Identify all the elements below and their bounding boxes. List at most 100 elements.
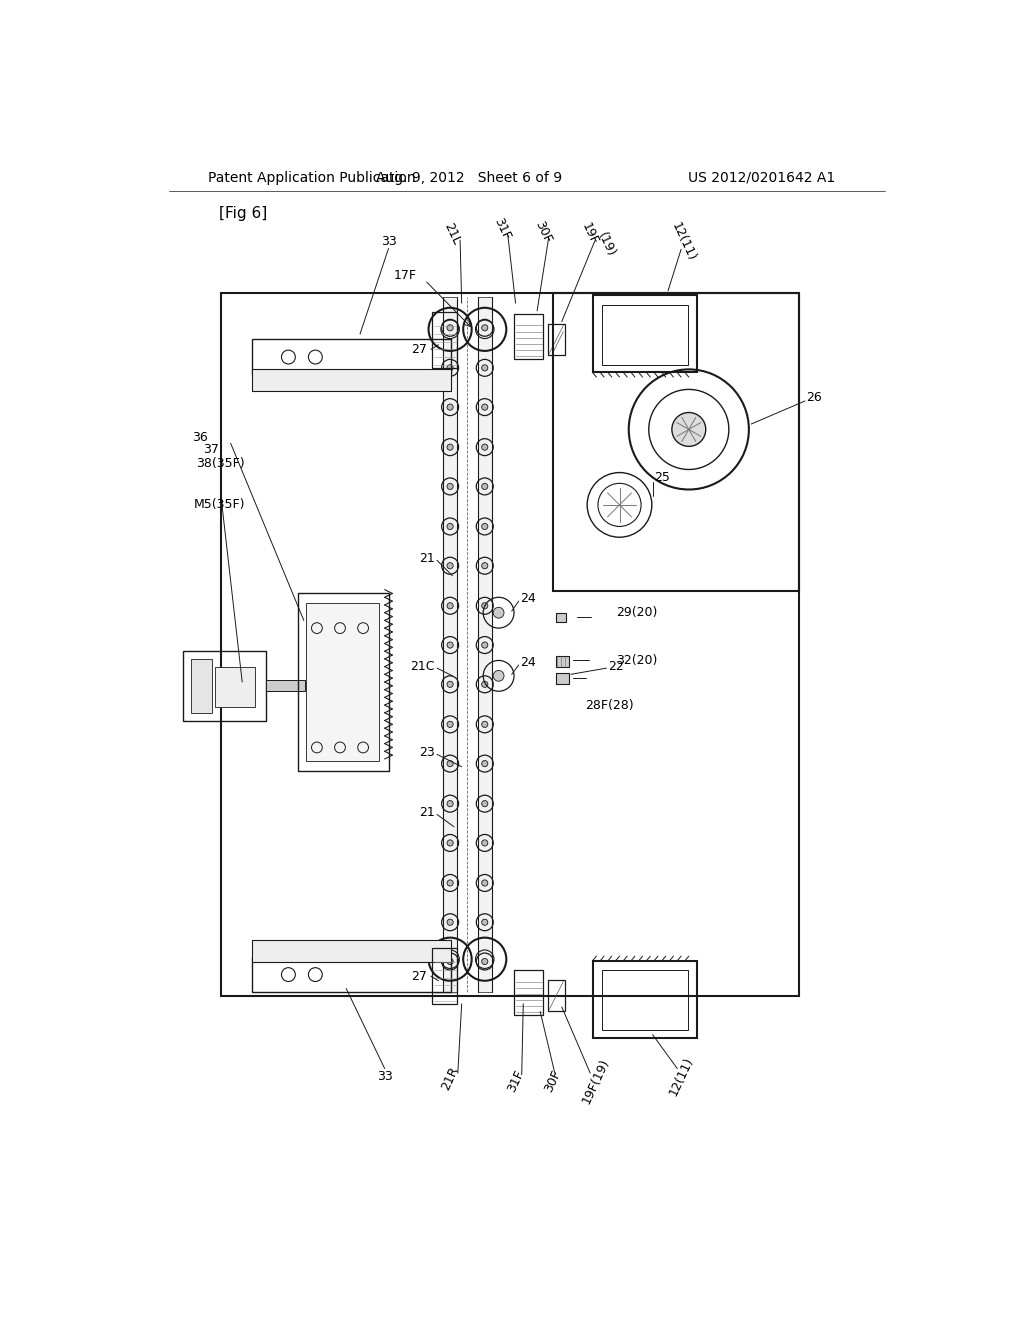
- Circle shape: [447, 958, 454, 965]
- Bar: [432, 948, 457, 1003]
- Bar: [252, 940, 451, 961]
- Bar: [221, 293, 799, 997]
- Text: 21C: 21C: [411, 660, 435, 673]
- Bar: [443, 297, 457, 993]
- Circle shape: [672, 412, 706, 446]
- Circle shape: [494, 607, 504, 618]
- Text: 25: 25: [654, 471, 670, 484]
- Text: 23: 23: [419, 746, 435, 759]
- Circle shape: [481, 404, 487, 411]
- Circle shape: [447, 840, 454, 846]
- Circle shape: [481, 523, 487, 529]
- Text: [Fig 6]: [Fig 6]: [219, 206, 267, 222]
- Circle shape: [481, 760, 487, 767]
- Bar: [432, 313, 457, 368]
- Circle shape: [481, 444, 487, 450]
- Text: 21: 21: [419, 807, 435, 820]
- Bar: [556, 656, 569, 667]
- Text: 21R: 21R: [439, 1065, 461, 1093]
- Text: 31F: 31F: [490, 216, 512, 243]
- Circle shape: [481, 721, 487, 727]
- Bar: [183, 651, 266, 721]
- Bar: [252, 957, 451, 991]
- Text: 19F(19): 19F(19): [580, 1056, 611, 1106]
- Circle shape: [447, 880, 454, 886]
- Text: 32(20): 32(20): [615, 653, 657, 667]
- Bar: [478, 297, 492, 993]
- Bar: [266, 680, 304, 692]
- Bar: [190, 659, 212, 713]
- Circle shape: [447, 681, 454, 688]
- Text: 33: 33: [377, 1069, 392, 1082]
- Bar: [548, 979, 565, 1011]
- Text: 24: 24: [520, 593, 536, 606]
- Bar: [602, 970, 688, 1030]
- Circle shape: [481, 364, 487, 371]
- Circle shape: [447, 444, 454, 450]
- Bar: [593, 296, 696, 372]
- Circle shape: [447, 523, 454, 529]
- Circle shape: [481, 681, 487, 688]
- Circle shape: [481, 325, 487, 331]
- Text: 30F: 30F: [532, 218, 554, 244]
- Bar: [252, 339, 451, 374]
- Text: 21L: 21L: [441, 220, 463, 247]
- Bar: [514, 970, 544, 1015]
- Circle shape: [481, 562, 487, 569]
- Text: Aug. 9, 2012   Sheet 6 of 9: Aug. 9, 2012 Sheet 6 of 9: [376, 170, 562, 185]
- Bar: [556, 614, 566, 622]
- Bar: [298, 594, 389, 771]
- Text: 33: 33: [381, 235, 396, 248]
- Text: 21: 21: [419, 552, 435, 565]
- Text: 38(35F): 38(35F): [196, 457, 245, 470]
- Circle shape: [481, 840, 487, 846]
- Circle shape: [481, 483, 487, 490]
- Text: 12(11): 12(11): [669, 220, 698, 263]
- Text: US 2012/0201642 A1: US 2012/0201642 A1: [688, 170, 836, 185]
- Circle shape: [447, 483, 454, 490]
- Circle shape: [447, 603, 454, 609]
- Text: Patent Application Publication: Patent Application Publication: [208, 170, 415, 185]
- Bar: [548, 323, 565, 355]
- Circle shape: [447, 642, 454, 648]
- Text: 19F: 19F: [579, 220, 600, 247]
- Circle shape: [447, 325, 454, 331]
- Bar: [602, 305, 688, 364]
- Text: 22: 22: [608, 660, 624, 673]
- Bar: [553, 293, 799, 591]
- Text: 17F: 17F: [394, 269, 417, 282]
- Circle shape: [447, 364, 454, 371]
- Text: 27: 27: [411, 970, 427, 982]
- Bar: [252, 370, 451, 391]
- Circle shape: [447, 562, 454, 569]
- Text: 28F(28): 28F(28): [585, 698, 634, 711]
- Text: 27: 27: [411, 343, 427, 356]
- Text: 29(20): 29(20): [615, 606, 657, 619]
- Circle shape: [447, 800, 454, 807]
- Circle shape: [481, 880, 487, 886]
- Bar: [306, 603, 379, 760]
- Circle shape: [481, 919, 487, 925]
- Text: 30F: 30F: [542, 1068, 563, 1094]
- Circle shape: [447, 760, 454, 767]
- Text: 24: 24: [520, 656, 536, 669]
- Text: 26: 26: [807, 391, 822, 404]
- Circle shape: [447, 721, 454, 727]
- Text: M5(35F): M5(35F): [194, 499, 245, 511]
- Circle shape: [447, 404, 454, 411]
- Bar: [556, 673, 569, 684]
- Circle shape: [481, 800, 487, 807]
- Circle shape: [481, 642, 487, 648]
- Text: 36: 36: [191, 430, 208, 444]
- Text: (19): (19): [595, 230, 617, 259]
- Text: 31F: 31F: [505, 1068, 526, 1094]
- Circle shape: [481, 603, 487, 609]
- Bar: [215, 667, 255, 706]
- Circle shape: [447, 919, 454, 925]
- Circle shape: [494, 671, 504, 681]
- Bar: [593, 961, 696, 1038]
- Text: 37: 37: [203, 444, 219, 455]
- Bar: [514, 314, 544, 359]
- Circle shape: [481, 958, 487, 965]
- Text: 12(11): 12(11): [667, 1055, 695, 1098]
